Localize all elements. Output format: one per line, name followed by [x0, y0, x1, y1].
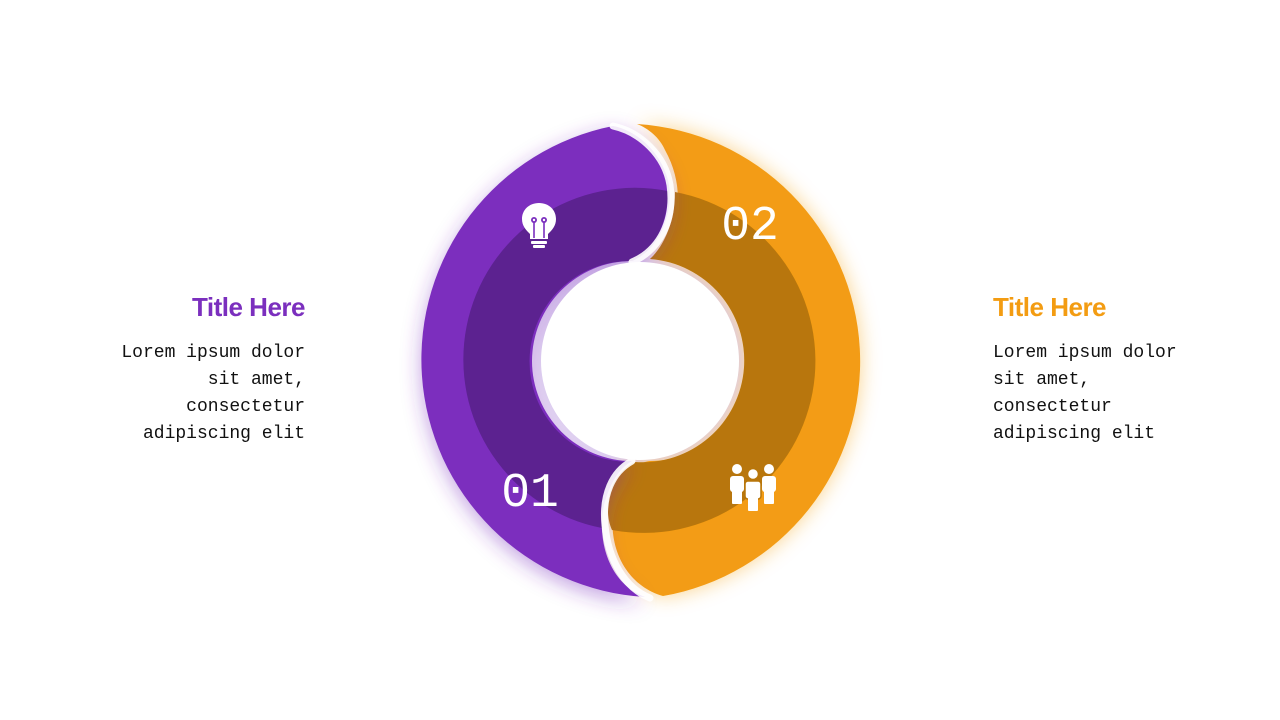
left-title: Title Here — [191, 292, 306, 322]
segment-01 — [421, 126, 670, 597]
right-title: Title Here — [993, 292, 1107, 322]
lightbulb-icon — [522, 203, 556, 248]
people-icon — [730, 464, 776, 511]
right-body: Lorem ipsum dolor sit amet, consectetur … — [993, 343, 1177, 444]
bottom-separator — [600, 457, 654, 602]
left-body: Lorem ipsum dolor sit amet, consectetur … — [121, 343, 305, 444]
segment-01-inner-band — [463, 187, 668, 528]
center-hole — [541, 262, 739, 460]
segment-02-inner-band — [607, 192, 816, 533]
segment-02 — [607, 124, 861, 596]
segment-01-number: 01 — [501, 467, 559, 521]
right-text-block: Title Here Lorem ipsum dolor sit amet, c… — [993, 288, 1243, 448]
top-separator — [609, 122, 675, 266]
segment-02-number: 02 — [721, 200, 779, 254]
left-text-block: Title Here Lorem ipsum dolor sit amet, c… — [55, 288, 305, 448]
